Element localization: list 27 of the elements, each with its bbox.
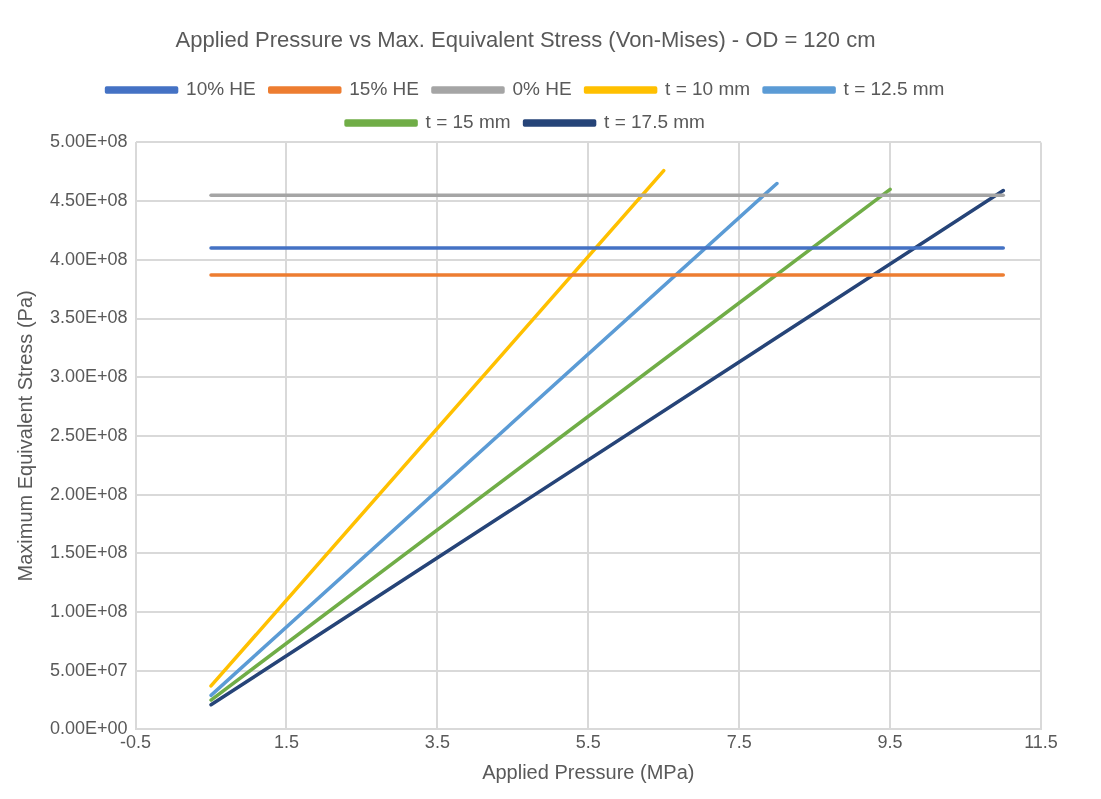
chart-title: Applied Pressure vs Max. Equivalent Stress (Von-Mises) - OD = 120 cm (175, 27, 876, 53)
y-tick-label: 0.00E+00 (49, 718, 128, 739)
x-axis-title: Applied Pressure (MPa) (482, 760, 695, 783)
x-tick-label: 11.5 (1024, 732, 1058, 753)
legend-label: 10% HE (186, 78, 256, 100)
y-tick-label: 4.50E+08 (49, 190, 128, 211)
x-tick-label: 3.5 (424, 732, 450, 753)
y-tick-label: 2.00E+08 (49, 483, 128, 504)
legend-label: 0% HE (512, 78, 572, 100)
legend-label: t = 10 mm (665, 78, 751, 100)
legend-label: t = 12.5 mm (843, 78, 945, 100)
y-tick-label: 1.50E+08 (49, 542, 128, 563)
x-tick-label: 7.5 (726, 732, 752, 753)
x-tick-label: 5.5 (575, 732, 601, 753)
x-tick-label: 9.5 (877, 732, 903, 753)
y-tick-label: 3.00E+08 (49, 366, 128, 387)
y-axis-title: Maximum Equivalent Stress (Pa) (13, 290, 36, 582)
legend-label: 15% HE (349, 78, 419, 100)
y-tick-label: 3.50E+08 (49, 307, 128, 328)
y-tick-label: 4.00E+08 (49, 248, 128, 269)
y-tick-label: 5.00E+07 (49, 659, 128, 680)
y-tick-label: 5.00E+08 (49, 131, 128, 152)
legend-label: t = 17.5 mm (604, 111, 705, 133)
x-tick-label: 1.5 (273, 732, 299, 753)
y-tick-label: 2.50E+08 (49, 424, 128, 445)
y-tick-label: 1.00E+08 (49, 600, 128, 621)
legend-label: t = 15 mm (425, 111, 511, 133)
